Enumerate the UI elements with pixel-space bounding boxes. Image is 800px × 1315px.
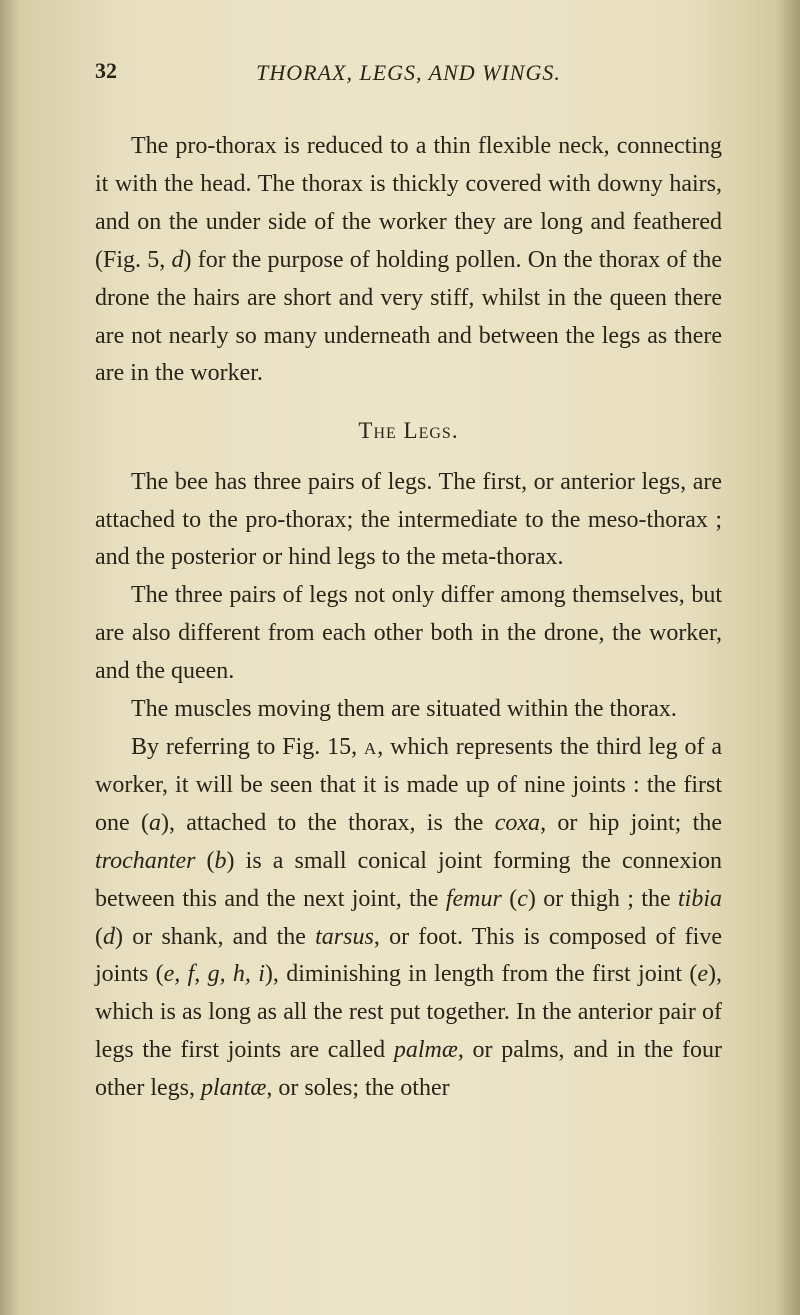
paragraph-3: The three pairs of legs not only differ … [95, 577, 722, 691]
p5-tarsus: tarsus [315, 924, 374, 950]
p5-trochanter: trochanter [95, 848, 195, 874]
p5-c: ), attached to the thorax, is the [161, 810, 495, 836]
p5-plantae: plantæ [201, 1075, 266, 1101]
p5-a: By referring to Fig. 15, [131, 734, 364, 760]
p5-i8: d [103, 924, 115, 950]
p1-italic-d: d [172, 247, 184, 273]
p5-i11: e [697, 961, 708, 987]
p5-femur: femur [446, 886, 502, 912]
running-header: THORAX, LEGS, AND WINGS. [95, 58, 722, 86]
p5-i: ( [95, 924, 103, 950]
section-header-legs: The Legs. [95, 413, 722, 449]
p5-tibia: tibia [678, 886, 722, 912]
p1-text-b: ) for the purpose of holding pollen. On … [95, 247, 722, 387]
p5-l: ), diminishing in length from the first … [265, 961, 697, 987]
paragraph-1: The pro-thorax is reduced to a thin flex… [95, 128, 722, 393]
p5-e: ( [195, 848, 214, 874]
p5-sc-a: a [364, 734, 377, 760]
section-title-text: The Legs. [358, 418, 458, 443]
p5-g: ( [502, 886, 517, 912]
paragraph-4: The muscles moving them are situated wit… [95, 691, 722, 729]
paragraph-5: By referring to Fig. 15, a, which repres… [95, 729, 722, 1108]
p5-i10: e, f, g, h, i [164, 961, 265, 987]
paragraph-2: The bee has three pairs of legs. The fir… [95, 464, 722, 578]
page-number: 32 [95, 58, 117, 84]
p5-palmae: palmæ [394, 1037, 458, 1063]
p5-i1: a [149, 810, 161, 836]
body-text-block: The pro-thorax is reduced to a thin flex… [95, 128, 722, 1108]
p5-o: , or soles; the other [266, 1075, 449, 1101]
p5-i6: c [517, 886, 528, 912]
p5-coxa: coxa [495, 810, 540, 836]
book-page: 32 THORAX, LEGS, AND WINGS. The pro-thor… [0, 0, 800, 1158]
p5-i4: b [215, 848, 227, 874]
p5-d: , or hip joint; the [540, 810, 722, 836]
p5-j: ) or shank, and the [115, 924, 315, 950]
p5-h: ) or thigh ; the [528, 886, 678, 912]
